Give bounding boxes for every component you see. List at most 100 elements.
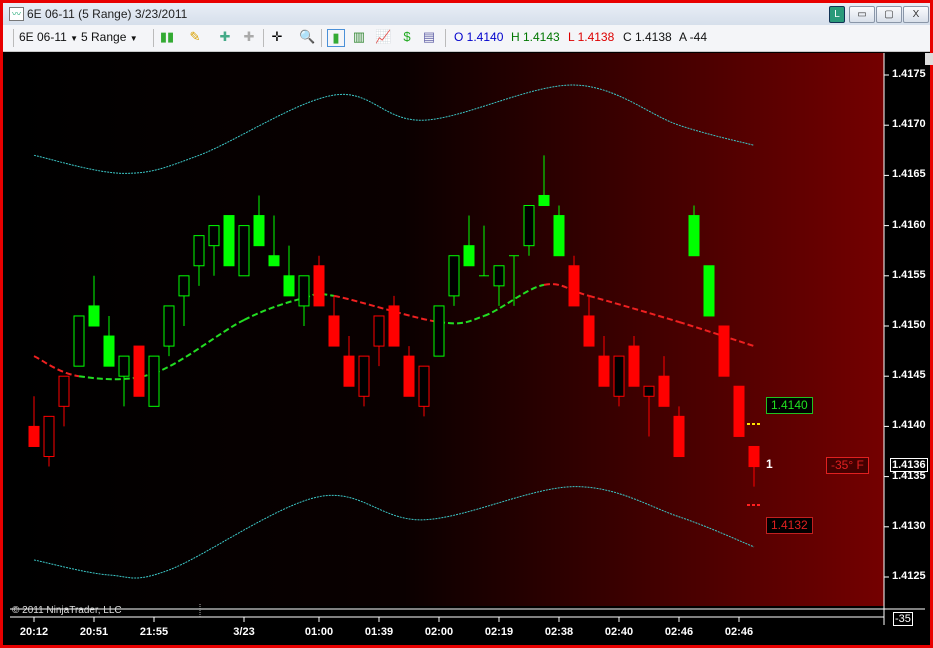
candle[interactable] <box>208 225 220 276</box>
time-tick-label: 3/23 <box>233 626 255 638</box>
time-tick-label: 02:46 <box>664 626 694 638</box>
candle[interactable] <box>88 275 100 327</box>
candle-body <box>253 215 265 247</box>
chart-trader-icon[interactable]: ▮ <box>327 29 345 47</box>
candle[interactable] <box>583 295 595 347</box>
time-tick-label: 02:19 <box>484 626 514 638</box>
candle-body <box>313 265 325 307</box>
candle[interactable] <box>523 205 535 256</box>
candle-body <box>388 305 400 347</box>
candle[interactable] <box>509 255 519 306</box>
candle[interactable] <box>103 315 115 367</box>
time-tick-label: 20:51 <box>79 626 109 638</box>
zoom-magnifier-icon[interactable]: 🔍 <box>299 29 316 44</box>
close-button[interactable]: X <box>903 6 929 23</box>
candle-body <box>463 245 475 267</box>
candle[interactable] <box>58 375 70 427</box>
candle[interactable] <box>73 315 85 367</box>
price-tick-label: 1.4165 <box>892 168 926 181</box>
candle[interactable] <box>658 356 670 407</box>
candle-body <box>268 255 280 267</box>
candle[interactable] <box>463 215 475 267</box>
indicator-value-marker: -35 <box>893 612 913 626</box>
add-indicator-icon[interactable]: ✚ <box>219 29 231 44</box>
candlestick-style-icon[interactable]: ▮▮ <box>159 29 175 44</box>
candle[interactable] <box>688 205 700 257</box>
candle[interactable] <box>568 255 580 307</box>
upper-envelope-line <box>33 84 755 174</box>
candle[interactable] <box>268 215 280 267</box>
candle-body <box>613 355 625 397</box>
period-selector[interactable]: 5 Range ▼ <box>81 30 138 44</box>
price-tick-label: 1.4170 <box>892 118 926 131</box>
candle[interactable] <box>343 336 355 387</box>
candle[interactable] <box>718 325 730 377</box>
candle[interactable] <box>223 215 235 267</box>
candle-body <box>568 265 580 307</box>
candle[interactable] <box>118 355 130 407</box>
candle-body <box>343 355 355 387</box>
remove-indicator-icon[interactable]: ✚ <box>243 29 255 44</box>
candle[interactable] <box>448 255 460 306</box>
candle[interactable] <box>643 385 655 437</box>
bar-chart-icon[interactable]: ▥ <box>352 29 366 44</box>
candle[interactable] <box>43 415 55 467</box>
maximize-button[interactable]: ▢ <box>876 6 902 23</box>
candle[interactable] <box>148 355 160 407</box>
minimize-button[interactable]: ▭ <box>849 6 875 23</box>
candle[interactable] <box>388 295 400 347</box>
candle[interactable] <box>748 445 760 487</box>
price-tick-label: 1.4135 <box>892 469 926 482</box>
candle[interactable] <box>133 345 145 397</box>
candle-body <box>598 355 610 387</box>
candle[interactable] <box>493 265 505 306</box>
candle[interactable] <box>358 355 370 407</box>
candle[interactable] <box>163 305 175 357</box>
candle[interactable] <box>313 255 325 307</box>
time-tick-label: 02:46 <box>724 626 754 638</box>
candle[interactable] <box>613 355 625 407</box>
candle[interactable] <box>733 385 745 437</box>
link-button[interactable]: L <box>829 6 845 23</box>
candle[interactable] <box>628 336 640 387</box>
instrument-selector[interactable]: 6E 06-11 ▼ <box>19 30 78 44</box>
candle[interactable] <box>418 365 430 417</box>
moving-average-segment <box>153 319 245 375</box>
candle-body <box>118 355 130 377</box>
candle[interactable] <box>433 305 445 357</box>
moving-average-segment <box>588 294 680 323</box>
strategy-dollar-icon[interactable]: $ <box>403 29 411 44</box>
candle-body <box>433 305 445 357</box>
candle-body <box>28 425 40 447</box>
candle-body <box>523 205 535 247</box>
price-tick-label: 1.4130 <box>892 519 926 532</box>
candle[interactable] <box>28 396 40 447</box>
panel-menu-button[interactable] <box>925 53 933 65</box>
candle[interactable] <box>703 265 715 317</box>
candle[interactable] <box>673 406 685 458</box>
properties-icon[interactable]: ▤ <box>422 29 436 44</box>
price-tick-label: 1.4150 <box>892 319 926 331</box>
period-label: 5 Range <box>81 30 127 44</box>
candle[interactable] <box>328 295 340 347</box>
candle[interactable] <box>238 225 250 277</box>
candle[interactable] <box>538 155 550 207</box>
window-title: 6E 06-11 (5 Range) 3/23/2011 <box>27 7 188 21</box>
candle-body <box>208 225 220 247</box>
indicators-icon[interactable]: 📈 <box>375 29 392 44</box>
candle[interactable] <box>298 275 310 326</box>
time-tick-label: 01:00 <box>304 626 334 638</box>
candle[interactable] <box>373 315 385 367</box>
candle[interactable] <box>193 235 205 286</box>
candle[interactable] <box>403 346 415 397</box>
candle[interactable] <box>479 225 489 277</box>
candle[interactable] <box>283 245 295 297</box>
candle[interactable] <box>598 336 610 387</box>
crosshair-icon[interactable]: ✛ <box>271 29 283 44</box>
candle[interactable] <box>178 275 190 326</box>
pencil-draw-icon[interactable]: ✎ <box>189 29 201 44</box>
candle[interactable] <box>253 195 265 247</box>
candle[interactable] <box>553 205 565 257</box>
time-tick-label: 02:00 <box>424 626 454 638</box>
